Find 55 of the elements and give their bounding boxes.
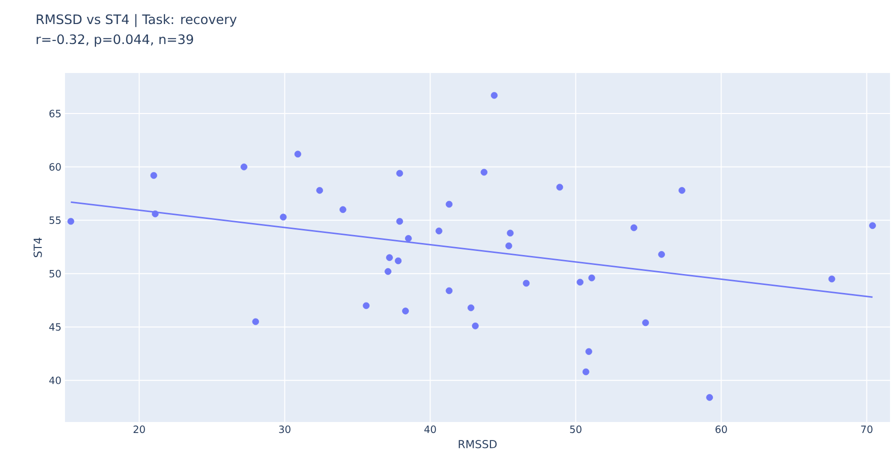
point bbox=[396, 170, 404, 177]
point bbox=[556, 184, 564, 191]
point bbox=[506, 230, 514, 236]
point bbox=[294, 150, 302, 158]
point bbox=[396, 218, 404, 225]
point bbox=[588, 274, 596, 282]
point bbox=[522, 280, 530, 287]
point bbox=[150, 172, 158, 179]
point bbox=[404, 235, 412, 242]
point bbox=[585, 348, 592, 355]
point bbox=[490, 92, 498, 99]
point bbox=[394, 257, 402, 264]
point bbox=[384, 268, 392, 275]
y-tick-label: 65 bbox=[49, 110, 61, 118]
point bbox=[869, 222, 876, 230]
x-tick-label: 60 bbox=[716, 426, 727, 434]
point bbox=[446, 200, 453, 208]
point bbox=[386, 254, 393, 262]
point bbox=[446, 287, 453, 294]
y-tick-label: 55 bbox=[50, 216, 61, 224]
point bbox=[362, 302, 370, 310]
point bbox=[505, 242, 512, 250]
point bbox=[280, 214, 287, 220]
point bbox=[630, 224, 638, 232]
point bbox=[340, 206, 346, 213]
point bbox=[828, 276, 836, 282]
x-axis-title: RMSSD bbox=[458, 440, 497, 448]
point bbox=[642, 319, 649, 326]
point bbox=[472, 322, 479, 330]
y-tick-label: 60 bbox=[49, 163, 61, 171]
x-tick-label: 50 bbox=[570, 426, 582, 434]
point bbox=[706, 394, 713, 401]
x-tick-label: 40 bbox=[424, 426, 436, 434]
point bbox=[582, 368, 590, 376]
x-tick-label: 70 bbox=[861, 426, 872, 434]
point bbox=[576, 278, 584, 286]
y-tick-label: 45 bbox=[49, 323, 61, 331]
point bbox=[152, 210, 159, 218]
point bbox=[658, 251, 665, 258]
point bbox=[316, 186, 324, 194]
point bbox=[468, 304, 474, 312]
x-tick-label: 30 bbox=[279, 426, 290, 434]
point bbox=[240, 164, 248, 170]
point bbox=[436, 228, 442, 234]
y-tick-label: 50 bbox=[50, 270, 61, 278]
point bbox=[67, 218, 74, 225]
point bbox=[402, 308, 409, 314]
chart-subtitle: r=-0.32, p=0.044, n=39 bbox=[36, 34, 194, 47]
point bbox=[480, 168, 488, 176]
y-axis-title: ST4 bbox=[34, 238, 42, 258]
y-tick-label: 40 bbox=[49, 376, 61, 384]
x-tick-label: 20 bbox=[134, 426, 145, 434]
chart-title: RMSSD vs ST4 | Task: recovery bbox=[36, 14, 237, 28]
point bbox=[252, 318, 260, 326]
point bbox=[678, 186, 686, 194]
